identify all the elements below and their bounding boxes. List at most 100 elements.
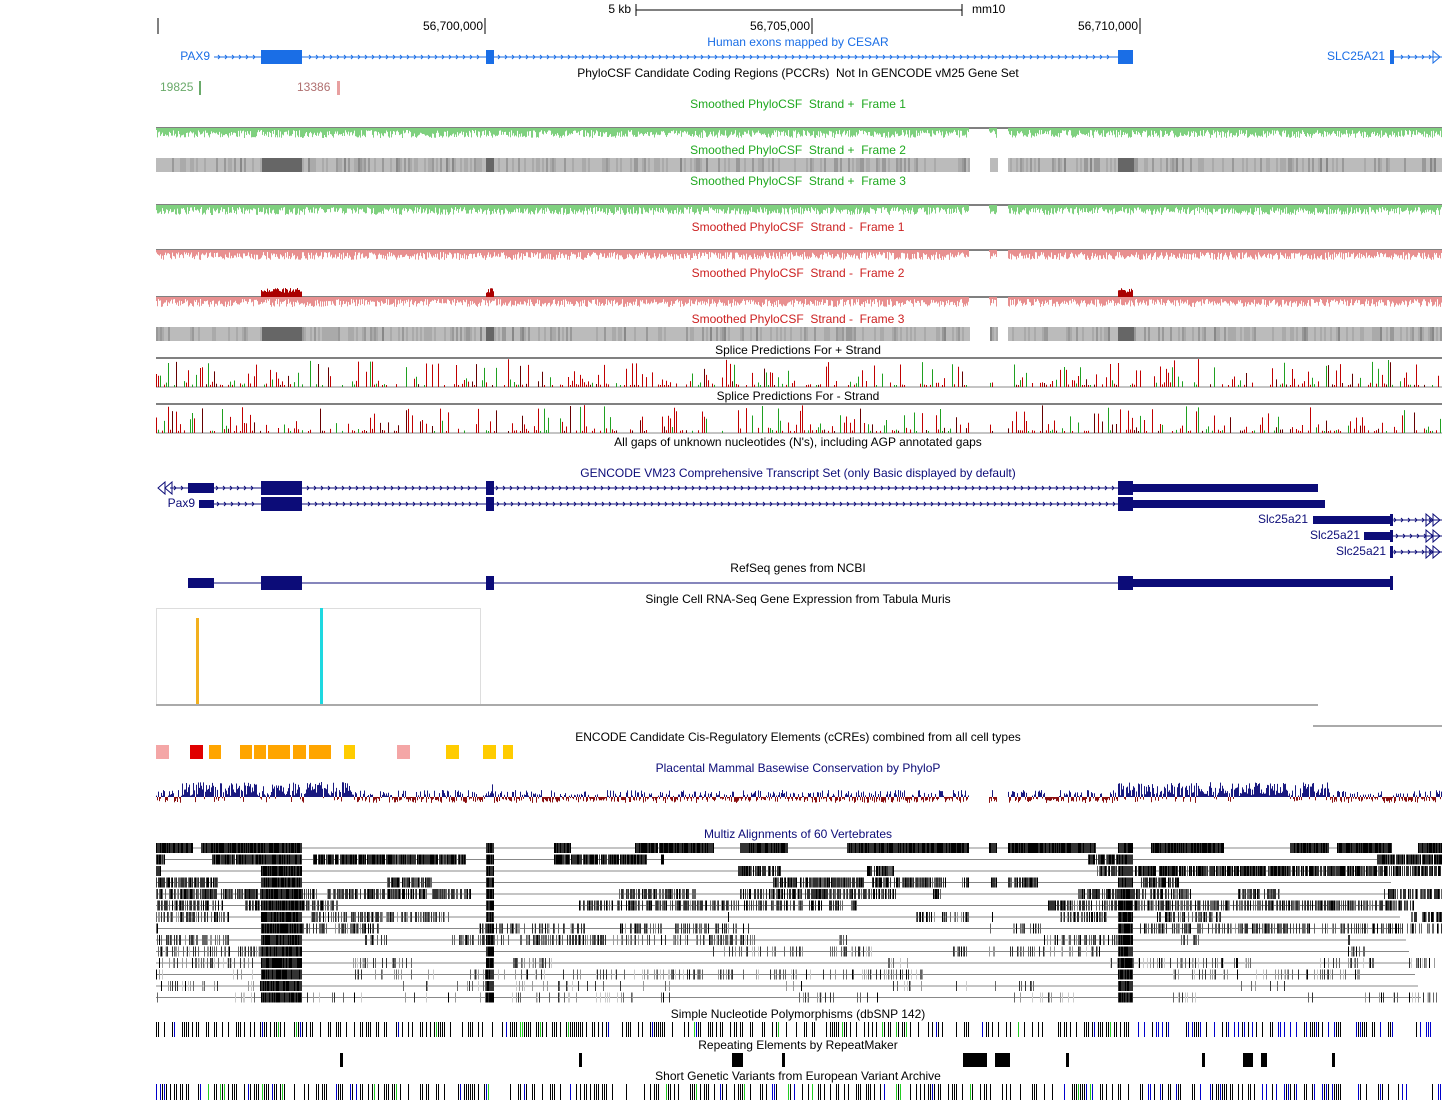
dense-band xyxy=(262,158,1134,172)
alignment-block xyxy=(241,992,1429,1003)
refseq-exon xyxy=(261,576,302,590)
ccre xyxy=(254,745,266,759)
scale-label: 5 kb xyxy=(608,2,631,16)
gencode-exon xyxy=(1118,497,1133,511)
alignment-block xyxy=(166,877,1174,888)
alignment-block xyxy=(160,877,1179,888)
alignment-block xyxy=(161,981,1129,991)
cesar-exon xyxy=(261,50,302,64)
track-title: Placental Mammal Basewise Conservation b… xyxy=(656,761,941,775)
track-title: Smoothed PhyloCSF Strand + Frame 2 xyxy=(690,143,906,157)
wiggle xyxy=(156,250,1442,260)
alignment-block xyxy=(167,946,1354,957)
alignment-block xyxy=(161,946,1357,957)
variant xyxy=(156,1084,1441,1100)
dense-band xyxy=(262,327,1134,341)
alignment-block xyxy=(174,900,1396,911)
variant xyxy=(278,1022,1111,1037)
phylop-down xyxy=(157,797,1441,803)
ccre xyxy=(268,745,290,759)
alignment-block xyxy=(261,992,1410,1003)
variant xyxy=(174,1022,1431,1037)
splice-bars xyxy=(172,405,1415,433)
gencode-exon xyxy=(486,481,494,495)
alignment-block xyxy=(161,912,1442,922)
ccre xyxy=(397,745,410,759)
gene-label: Slc25a21 xyxy=(1310,528,1360,542)
alignment-block xyxy=(158,900,1411,911)
ccre xyxy=(309,745,331,759)
repeat xyxy=(963,1053,987,1067)
refseq-exon xyxy=(486,576,494,590)
ccre xyxy=(156,745,169,759)
alignment-block xyxy=(156,843,1442,853)
alignment-block xyxy=(162,958,1435,968)
alignment-block xyxy=(168,981,1256,991)
alignment-block xyxy=(156,923,1439,934)
track-title: Smoothed PhyloCSF Strand - Frame 2 xyxy=(692,266,905,280)
alignment-block xyxy=(159,935,1133,945)
alignment-block xyxy=(157,992,1437,1003)
dense-band xyxy=(164,327,1440,341)
track-title: Human exons mapped by CESAR xyxy=(707,35,889,49)
repeat xyxy=(1332,1053,1335,1067)
ccre xyxy=(446,745,459,759)
wiggle xyxy=(156,297,1442,307)
gencode-strand xyxy=(173,485,1115,491)
position-label: 56,705,000 xyxy=(750,19,810,33)
track-title: RefSeq genes from NCBI xyxy=(730,561,865,575)
alignment-block xyxy=(165,946,1087,957)
alignment-block xyxy=(162,946,1355,957)
arrow-end xyxy=(157,480,173,496)
alignment-block xyxy=(157,889,1440,899)
splice-bars xyxy=(160,359,1433,387)
gencode-exon xyxy=(1133,484,1318,492)
wiggle xyxy=(156,128,1442,138)
ruler-ticks xyxy=(484,18,1141,34)
alignment-block xyxy=(156,854,1439,865)
ccre xyxy=(240,745,252,759)
gene-label: SLC25A21 xyxy=(1327,49,1385,63)
alignment-block xyxy=(166,935,1350,945)
gencode-exon xyxy=(1364,532,1392,540)
arrow-end xyxy=(1432,49,1441,65)
alignment-block xyxy=(172,981,1285,991)
cesar-exon xyxy=(486,50,494,64)
expression-bar xyxy=(196,618,199,704)
alignment-block xyxy=(172,900,1414,911)
track-title: Multiz Alignments of 60 Vertebrates xyxy=(704,827,892,841)
track-title: Smoothed PhyloCSF Strand - Frame 1 xyxy=(692,220,905,234)
variant xyxy=(208,1084,1091,1100)
splice-bars xyxy=(156,405,1437,433)
refseq-exon xyxy=(188,578,214,588)
alignment-block xyxy=(159,969,1360,980)
cesar-strand xyxy=(217,54,1110,60)
item-label: 19825 xyxy=(160,80,194,94)
repeat xyxy=(732,1053,743,1067)
phylop-up xyxy=(156,782,1442,797)
track-title: Short Genetic Variants from European Var… xyxy=(655,1069,941,1083)
splice-bars xyxy=(156,359,1439,387)
position-label: 56,710,000 xyxy=(1078,19,1138,33)
alignment-block xyxy=(534,923,1264,934)
expression-bar xyxy=(320,608,323,704)
scale-bar xyxy=(635,4,963,16)
alignment-block xyxy=(158,912,1427,922)
gene-label: Slc25a21 xyxy=(1258,512,1308,526)
repeat xyxy=(782,1053,785,1067)
alignment-block xyxy=(157,843,1441,853)
alignment-block xyxy=(262,992,1424,1003)
assembly-label: mm10 xyxy=(972,2,1006,16)
track-title: ENCODE Candidate Cis-Regulatory Elements… xyxy=(575,730,1021,744)
gencode-exon xyxy=(261,481,302,495)
ccre xyxy=(344,745,355,759)
refseq-exon xyxy=(1118,576,1133,590)
alignment-block xyxy=(157,935,1199,945)
alignment-block xyxy=(161,854,1420,865)
dense-band xyxy=(172,158,1426,172)
alignment-block xyxy=(158,946,1365,957)
splice-bars xyxy=(158,405,1441,433)
dense-band xyxy=(382,327,1434,341)
